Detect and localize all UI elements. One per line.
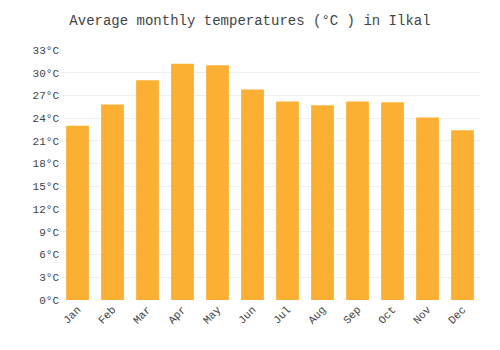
svg-text:9°C: 9°C <box>39 227 59 239</box>
svg-text:Aug: Aug <box>306 304 328 326</box>
svg-text:Feb: Feb <box>96 304 118 326</box>
svg-text:Apr: Apr <box>166 304 188 326</box>
svg-text:15°C: 15°C <box>33 181 60 193</box>
svg-text:24°C: 24°C <box>33 113 60 125</box>
svg-text:18°C: 18°C <box>33 158 60 170</box>
svg-text:6°C: 6°C <box>39 249 59 261</box>
svg-text:30°C: 30°C <box>33 68 60 80</box>
svg-text:Jun: Jun <box>236 304 258 326</box>
svg-text:12°C: 12°C <box>33 204 60 216</box>
svg-text:Mar: Mar <box>131 304 153 326</box>
svg-text:Nov: Nov <box>411 304 434 327</box>
svg-text:Sep: Sep <box>341 304 363 326</box>
svg-text:Jul: Jul <box>271 304 293 326</box>
svg-text:Average monthly temperatures (: Average monthly temperatures (°C ) in Il… <box>69 13 430 29</box>
svg-text:21°C: 21°C <box>33 136 60 148</box>
svg-text:Jan: Jan <box>61 304 83 326</box>
svg-text:Oct: Oct <box>376 304 398 326</box>
svg-text:3°C: 3°C <box>39 272 59 284</box>
svg-text:27°C: 27°C <box>33 90 60 102</box>
svg-text:Dec: Dec <box>446 304 468 326</box>
svg-text:33°C: 33°C <box>33 45 60 57</box>
svg-text:0°C: 0°C <box>39 295 59 307</box>
svg-text:May: May <box>201 304 224 327</box>
